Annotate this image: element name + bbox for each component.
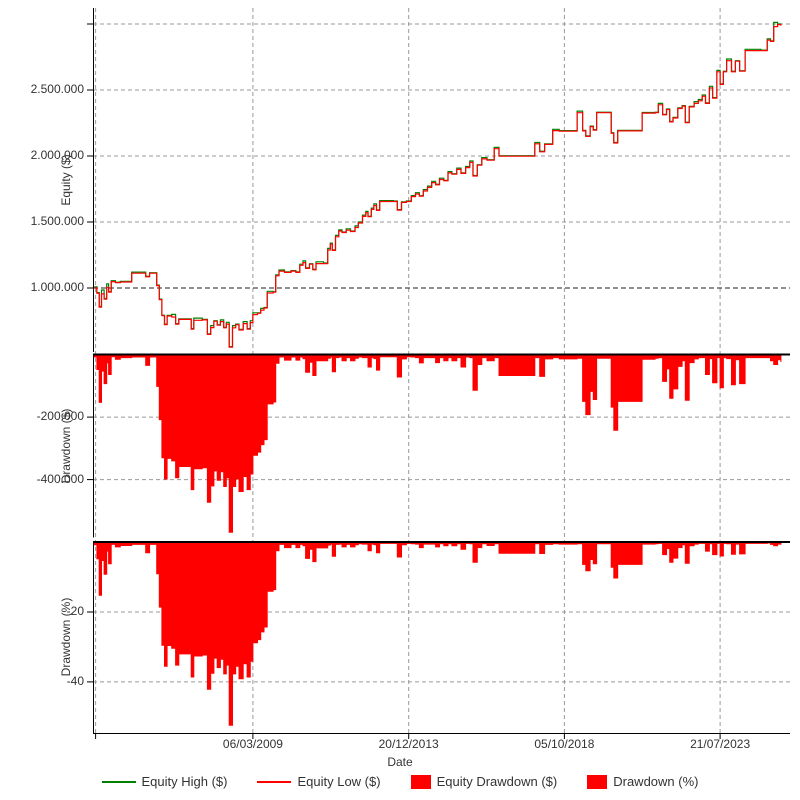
y-tick-label: -400.000 bbox=[36, 471, 84, 486]
y-tick-label: -20 bbox=[66, 603, 84, 618]
equity-low-line-swatch-icon bbox=[257, 780, 292, 783]
x-tick-label: 06/03/2009 bbox=[222, 737, 283, 751]
y-tick-label: 2.500.000 bbox=[30, 81, 84, 96]
y-tick-label: 1.500.000 bbox=[30, 213, 84, 228]
drawdown-pct-area bbox=[93, 541, 782, 726]
legend-label: Equity High ($) bbox=[141, 774, 228, 789]
legend-label: Equity Drawdown ($) bbox=[436, 774, 558, 789]
equity-low-line bbox=[94, 24, 782, 348]
legend-item-equity-drawdown: Equity Drawdown ($) bbox=[410, 774, 558, 789]
x-tick-label: 20/12/2013 bbox=[378, 737, 439, 751]
chart-legend: Equity High ($) Equity Low ($) Equity Dr… bbox=[0, 774, 800, 789]
equity-drawdown-swatch-icon bbox=[410, 774, 431, 789]
y-tick-label: 1.000.000 bbox=[30, 279, 84, 294]
x-axis-title: Date bbox=[387, 755, 413, 769]
y-tick-label: -40 bbox=[66, 673, 84, 688]
legend-item-drawdown-pct: Drawdown (%) bbox=[587, 774, 698, 789]
x-tick-label: 05/10/2018 bbox=[534, 737, 595, 751]
legend-item-equity-low: Equity Low ($) bbox=[257, 774, 381, 789]
y-tick-label: 2.000.000 bbox=[30, 147, 84, 162]
legend-label: Drawdown (%) bbox=[613, 774, 699, 789]
legend-label: Equity Low ($) bbox=[297, 774, 381, 789]
equity-drawdown-area bbox=[93, 354, 782, 533]
drawdown-pct-swatch-icon bbox=[587, 774, 608, 789]
equity-high-line-swatch-icon bbox=[101, 780, 136, 783]
y-tick-label: -200.000 bbox=[36, 409, 84, 424]
legend-item-equity-high: Equity High ($) bbox=[101, 774, 228, 789]
x-tick-label: 21/07/2023 bbox=[690, 737, 751, 751]
